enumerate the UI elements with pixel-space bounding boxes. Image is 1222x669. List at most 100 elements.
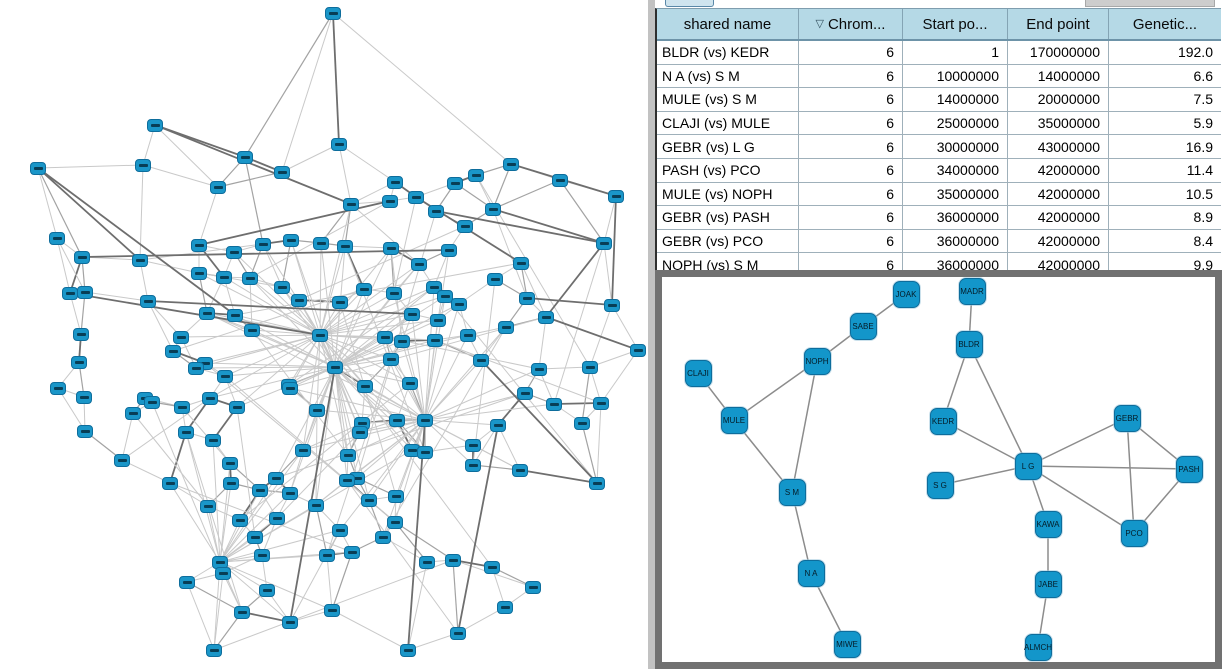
table-row[interactable]: CLAJI (vs) MULE 6 25000000 35000000 5.9 [657, 111, 1221, 136]
graph-node[interactable] [242, 271, 258, 285]
graph-node[interactable] [361, 493, 377, 507]
graph-node[interactable] [408, 190, 424, 204]
graph-node[interactable] [77, 285, 93, 299]
graph-node[interactable] [222, 456, 238, 470]
graph-node[interactable] [389, 413, 405, 427]
graph-node[interactable] [191, 238, 207, 252]
graph-node[interactable] [427, 333, 443, 347]
filter-funnel-icon[interactable]: ▽ [815, 17, 824, 30]
graph-node-JOAK[interactable]: JOAK [892, 280, 920, 308]
graph-node[interactable] [162, 476, 178, 490]
graph-node[interactable] [484, 560, 500, 574]
graph-node[interactable] [191, 266, 207, 280]
graph-node[interactable] [269, 511, 285, 525]
graph-node[interactable] [313, 236, 329, 250]
graph-node[interactable] [274, 280, 290, 294]
toolbar-fragment[interactable] [665, 0, 714, 7]
graph-node[interactable] [308, 498, 324, 512]
graph-node[interactable] [178, 425, 194, 439]
graph-node[interactable] [404, 443, 420, 457]
graph-node-JABE[interactable]: JABE [1034, 570, 1062, 598]
graph-node[interactable] [445, 553, 461, 567]
graph-node[interactable] [179, 575, 195, 589]
graph-node[interactable] [135, 158, 151, 172]
graph-node[interactable] [441, 243, 457, 257]
graph-node[interactable] [386, 286, 402, 300]
graph-node[interactable] [274, 165, 290, 179]
graph-node[interactable] [226, 245, 242, 259]
graph-node[interactable] [531, 362, 547, 376]
graph-node[interactable] [503, 157, 519, 171]
graph-node[interactable] [74, 250, 90, 264]
graph-node[interactable] [538, 310, 554, 324]
graph-node[interactable] [411, 257, 427, 271]
graph-node[interactable] [339, 473, 355, 487]
graph-node[interactable] [552, 173, 568, 187]
graph-node[interactable] [234, 605, 250, 619]
graph-node[interactable] [630, 343, 646, 357]
graph-node[interactable] [457, 219, 473, 233]
graph-node[interactable] [174, 400, 190, 414]
graph-node-S-M[interactable]: S M [778, 478, 806, 506]
table-row[interactable]: PASH (vs) PCO 6 34000000 42000000 11.4 [657, 158, 1221, 183]
graph-node[interactable] [387, 515, 403, 529]
graph-node[interactable] [210, 180, 226, 194]
graph-node[interactable] [485, 202, 501, 216]
table-row[interactable]: GEBR (vs) L G 6 30000000 43000000 16.9 [657, 135, 1221, 159]
graph-node-MIWE[interactable]: MIWE [833, 630, 861, 658]
graph-node-PCO[interactable]: PCO [1120, 519, 1148, 547]
graph-node[interactable] [76, 390, 92, 404]
graph-node[interactable] [229, 400, 245, 414]
graph-node[interactable] [244, 323, 260, 337]
graph-node[interactable] [344, 545, 360, 559]
graph-node[interactable] [283, 233, 299, 247]
graph-node[interactable] [216, 270, 232, 284]
graph-node[interactable] [498, 320, 514, 334]
graph-node[interactable] [546, 397, 562, 411]
graph-node[interactable] [382, 194, 398, 208]
graph-node[interactable] [447, 176, 463, 190]
column-header-chromosome[interactable]: ▽ Chrom... [799, 9, 903, 39]
graph-node[interactable] [165, 344, 181, 358]
graph-node[interactable] [71, 355, 87, 369]
table-row[interactable]: MULE (vs) NOPH 6 35000000 42000000 10.5 [657, 182, 1221, 207]
table-row[interactable]: N A (vs) S M 6 10000000 14000000 6.6 [657, 64, 1221, 89]
graph-node-L-G[interactable]: L G [1014, 452, 1042, 480]
graph-node[interactable] [295, 443, 311, 457]
graph-node[interactable] [465, 438, 481, 452]
graph-node[interactable] [247, 530, 263, 544]
graph-node[interactable] [419, 555, 435, 569]
graph-node[interactable] [327, 360, 343, 374]
graph-node-S-G[interactable]: S G [926, 471, 954, 499]
column-header-end-point[interactable]: End point [1008, 9, 1109, 39]
graph-node-KEDR[interactable]: KEDR [929, 407, 957, 435]
graph-node[interactable] [608, 189, 624, 203]
graph-node[interactable] [388, 489, 404, 503]
graph-node[interactable] [430, 313, 446, 327]
graph-node[interactable] [206, 643, 222, 657]
graph-node[interactable] [400, 643, 416, 657]
graph-node[interactable] [357, 379, 373, 393]
graph-node-CLAJI[interactable]: CLAJI [684, 359, 712, 387]
graph-node[interactable] [340, 448, 356, 462]
graph-node-MULE[interactable]: MULE [720, 406, 748, 434]
graph-node-BLDR[interactable]: BLDR [955, 330, 983, 358]
graph-node[interactable] [312, 328, 328, 342]
graph-node[interactable] [387, 175, 403, 189]
graph-node[interactable] [465, 458, 481, 472]
graph-node[interactable] [173, 330, 189, 344]
scrollbar-fragment[interactable] [1085, 0, 1215, 7]
graph-node[interactable] [309, 403, 325, 417]
graph-node[interactable] [377, 330, 393, 344]
graph-node[interactable] [132, 253, 148, 267]
graph-node[interactable] [324, 603, 340, 617]
graph-node[interactable] [325, 6, 341, 20]
graph-node[interactable] [200, 499, 216, 513]
graph-node[interactable] [451, 297, 467, 311]
graph-node-PASH[interactable]: PASH [1175, 455, 1203, 483]
graph-node[interactable] [517, 386, 533, 400]
graph-node[interactable] [62, 286, 78, 300]
graph-node[interactable] [490, 418, 506, 432]
graph-node[interactable] [255, 237, 271, 251]
graph-node[interactable] [114, 453, 130, 467]
